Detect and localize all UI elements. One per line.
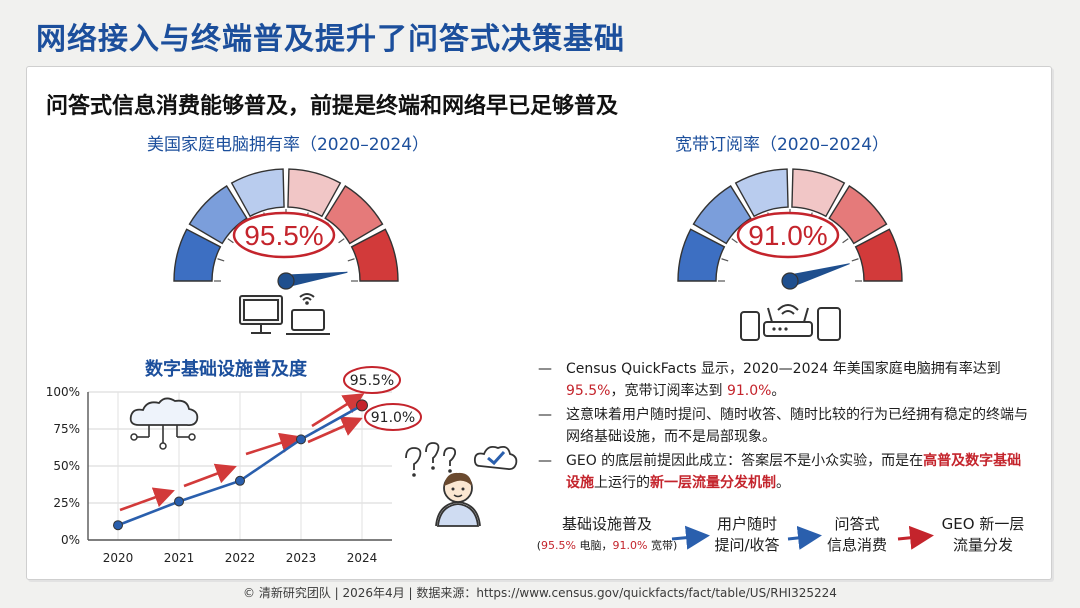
gauge-computer-value-ring	[232, 211, 336, 259]
gauge-computer-segment	[287, 168, 342, 218]
gauge-computer-tick	[347, 258, 355, 262]
flow-step-geo: GEO 新一层 流量分发	[941, 515, 1025, 554]
gauge-computer-tick	[217, 258, 225, 262]
bullet-item: — GEO 的底层前提因此成立：答案层不是小众实验，而是在高普及数字基础设施上运行…	[538, 453, 1022, 491]
cloud-network-icon	[129, 397, 199, 450]
chart-title: 数字基础设施普及度	[145, 359, 307, 380]
gauge-computer-tick	[338, 238, 345, 244]
gauge-computer-hub	[277, 272, 295, 290]
gauge-computer-segment	[188, 185, 248, 245]
x-tick-label: 2022	[225, 551, 256, 565]
x-tick-label: 2020	[103, 551, 134, 565]
y-tick-label: 100%	[46, 385, 80, 399]
bullet-item: — 这意味着用户随时提问、随时收答、随时比较的行为已经拥有稳定的终端与网络基础设施…	[538, 407, 1028, 445]
annotation-label: 91.0%	[371, 410, 415, 426]
trend-arrow	[311, 393, 365, 428]
x-tick-label: 2024	[347, 551, 378, 565]
gauge-broadband-tick	[851, 258, 859, 262]
footer-source: © 清新研究团队 | 2026年4月 | 数据来源：https://www.ce…	[243, 586, 837, 600]
flow-step-user: 用户随时 提问/收答	[714, 515, 780, 554]
y-tick-label: 50%	[53, 459, 80, 473]
gauge-broadband-segment	[677, 228, 726, 282]
gauge-broadband-segment	[854, 228, 903, 282]
gauge-broadband-segment	[828, 185, 888, 245]
gauge-title-broadband: 宽带订阅率（2020–2024）	[674, 135, 890, 155]
gauge-computer-segment	[230, 168, 285, 218]
series-point	[356, 399, 368, 412]
flow-arrow-1	[671, 525, 710, 550]
annotation-ring	[343, 366, 401, 394]
gauge-broadband-tick	[721, 258, 729, 262]
flow-step-qa: 问答式 信息消费	[826, 515, 887, 554]
router-devices-icon	[740, 304, 841, 341]
series-point	[296, 434, 306, 445]
gauge-computer-value-label: 95.5%	[244, 220, 323, 251]
gauge-title-computer: 美国家庭电脑拥有率（2020–2024）	[146, 135, 430, 155]
trend-arrow	[245, 432, 301, 456]
gauge-computer-segment	[350, 228, 399, 282]
trend-arrow	[119, 487, 175, 512]
gauge-broadband-value-ring	[736, 211, 840, 259]
gauge-broadband-segment	[692, 185, 752, 245]
bullet-item: — Census QuickFacts 显示，2020—2024 年美国家庭电脑拥…	[538, 361, 1001, 399]
annotation-ring	[364, 403, 422, 431]
y-tick-label: 25%	[53, 496, 80, 510]
gauge-broadband-segment	[734, 168, 789, 218]
x-tick-label: 2023	[286, 551, 317, 565]
gauge-broadband-hub	[781, 272, 799, 290]
series-point	[235, 475, 245, 486]
gauge-broadband-value-label: 91.0%	[748, 220, 827, 251]
gauge-computer-tick	[227, 238, 234, 244]
flow-step-infrastructure: 基础设施普及 (95.5% 电脑，91.0% 宽带)	[536, 515, 678, 552]
x-tick-label: 2021	[164, 551, 195, 565]
bullet-list: — Census QuickFacts 显示，2020—2024 年美国家庭电脑拥…	[538, 358, 1028, 496]
gauge-broadband-tick	[842, 238, 849, 244]
gauge-broadband-segment	[791, 168, 846, 218]
trend-arrow	[183, 463, 237, 488]
annotation-label: 95.5%	[350, 373, 394, 389]
y-tick-label: 0%	[61, 533, 80, 547]
computer-devices-icon	[239, 293, 330, 335]
trend-arrow	[307, 416, 363, 444]
thinking-person-icon	[405, 442, 518, 527]
gauge-broadband-tick	[731, 238, 738, 244]
series-point	[174, 496, 184, 507]
flow-arrow-2	[787, 525, 822, 550]
gauge-computer-segment	[324, 185, 384, 245]
flow-arrow-3	[897, 525, 934, 550]
series-point	[113, 520, 123, 531]
page-title: 网络接入与终端普及提升了问答式决策基础	[36, 22, 625, 57]
y-tick-label: 75%	[53, 422, 80, 436]
subtitle: 问答式信息消费能够普及，前提是终端和网络早已足够普及	[46, 94, 619, 119]
gauge-computer-segment	[173, 228, 222, 282]
